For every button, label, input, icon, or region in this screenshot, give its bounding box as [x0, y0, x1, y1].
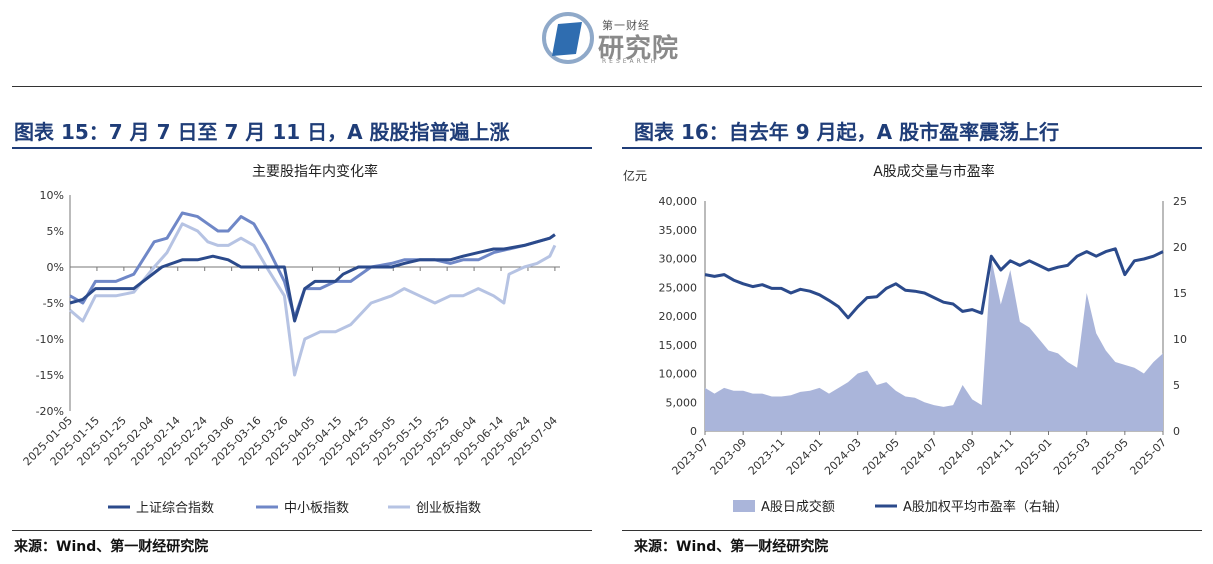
- right-tick-label: 25: [1173, 195, 1187, 208]
- left-unit-label: 亿元: [623, 168, 647, 183]
- y-tick-label: -5%: [43, 297, 64, 310]
- left-tick-label: 5,000: [666, 396, 698, 409]
- right-tick-label: 20: [1173, 241, 1187, 254]
- logo-main-text: 研究院: [598, 34, 680, 64]
- y-tick-label: 10%: [40, 189, 64, 202]
- x-tick-label: 2023-11: [746, 436, 788, 478]
- x-tick-label: 2025-01: [1013, 436, 1055, 478]
- chart-title: A股成交量与市盈率: [873, 163, 995, 180]
- legend-label-bars: A股日成交额: [761, 499, 835, 515]
- y-tick-label: -20%: [36, 405, 64, 418]
- header-divider: [12, 86, 1202, 87]
- x-tick-label: 2024-05: [860, 436, 902, 478]
- left-source: 来源：Wind、第一财经研究院: [14, 539, 209, 555]
- x-tick-label: 2024-07: [898, 436, 940, 478]
- legend-label-2: 创业板指数: [416, 501, 481, 516]
- y-tick-label: 5%: [47, 225, 64, 238]
- left-title-rule: [12, 147, 592, 149]
- left-figure-title: 图表 15：7 月 7 日至 7 月 11 日，A 股股指普遍上涨: [14, 120, 510, 144]
- left-source-rule: [12, 530, 592, 531]
- left-chart: 主要股指年内变化率10%5%0%-5%-10%-15%-20%2025-01-0…: [21, 163, 560, 516]
- right-tick-label: 5: [1173, 379, 1180, 392]
- y-tick-label: -10%: [36, 333, 64, 346]
- logo-emblem-icon: [542, 12, 594, 64]
- x-tick-label: 2023-09: [708, 436, 750, 478]
- right-tick-label: 0: [1173, 425, 1180, 438]
- x-tick-label: 2025-03: [1051, 436, 1093, 478]
- left-tick-label: 20,000: [659, 310, 698, 323]
- right-source: 来源：Wind、第一财经研究院: [634, 539, 829, 555]
- x-tick-label: 2024-03: [822, 436, 864, 478]
- x-tick-label: 2024-01: [784, 436, 826, 478]
- right-source-rule: [622, 530, 1202, 531]
- x-tick-label: 2024-09: [937, 436, 979, 478]
- pe-line: [704, 247, 1164, 320]
- legend-label-0: 上证综合指数: [136, 501, 214, 516]
- logo-small-text: 第一财经: [602, 19, 650, 32]
- right-chart: A股成交量与市盈率 亿元 40,000 35,000 30,000 25,000 20,00…: [623, 163, 1187, 515]
- right-tick-label: 15: [1173, 287, 1187, 300]
- right-tick-label: 10: [1173, 333, 1187, 346]
- left-tick-label: 40,000: [659, 195, 698, 208]
- left-tick-label: 35,000: [659, 224, 698, 237]
- x-tick-label: 2025-07: [1127, 436, 1169, 478]
- legend-swatch-bars: [733, 500, 755, 512]
- chart-title: 主要股指年内变化率: [252, 163, 378, 180]
- x-tick-label: 2023-07: [669, 436, 711, 478]
- left-tick-label: 10,000: [659, 368, 698, 381]
- legend-label-1: 中小板指数: [284, 501, 349, 516]
- series-line-2: [69, 222, 557, 377]
- series-line-1: [69, 211, 556, 319]
- left-tick-label: 25,000: [659, 281, 698, 294]
- brand-logo: 第一财经 研究院 RESEARCH: [540, 8, 680, 68]
- logo-sub-text: RESEARCH: [602, 58, 659, 65]
- volume-area: [705, 258, 1163, 431]
- y-tick-label: -15%: [36, 369, 64, 382]
- series-line-0: [69, 233, 556, 323]
- right-title-rule: [622, 147, 1202, 149]
- x-tick-label: 2025-05: [1089, 436, 1131, 478]
- right-figure-title: 图表 16：自去年 9 月起，A 股市盈率震荡上行: [634, 120, 1060, 144]
- left-tick-label: 30,000: [659, 253, 698, 266]
- legend-label-line: A股加权平均市盈率（右轴）: [903, 499, 1068, 515]
- left-tick-label: 15,000: [659, 339, 698, 352]
- y-tick-label: 0%: [47, 261, 64, 274]
- left-tick-label: 0: [690, 425, 697, 438]
- x-tick-label: 2024-11: [975, 436, 1017, 478]
